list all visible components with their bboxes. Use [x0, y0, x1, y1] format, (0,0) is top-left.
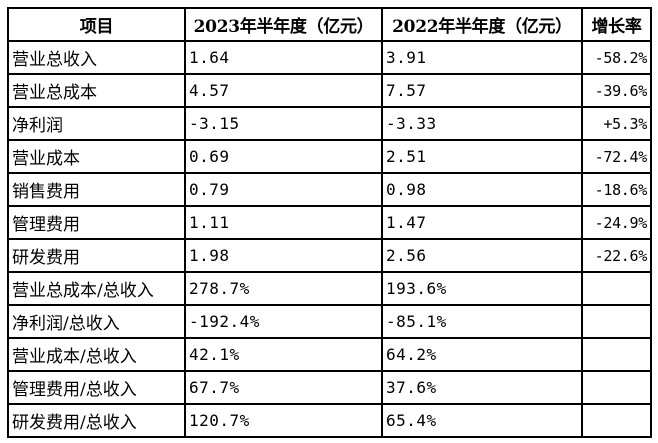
cell-item: 营业成本/总收入: [7, 337, 186, 372]
table-row: 营业总成本 4.57 7.57 -39.6%: [7, 73, 652, 108]
header-item: 项目: [7, 7, 186, 42]
cell-2023-h1: 120.7%: [184, 403, 383, 438]
cell-2023-h1: 4.57: [184, 73, 383, 108]
cell-2022-h1: 2.51: [381, 139, 583, 174]
header-row: 项目 2023年半年度（亿元） 2022年半年度（亿元） 增长率: [7, 7, 652, 42]
cell-2022-h1: 65.4%: [381, 403, 583, 438]
table-row: 营业总收入 1.64 3.91 -58.2%: [7, 40, 652, 75]
header-2022-h1: 2022年半年度（亿元）: [381, 7, 583, 42]
cell-2023-h1: 1.64: [184, 40, 383, 75]
table-row: 研发费用/总收入 120.7% 65.4%: [7, 403, 652, 438]
cell-2023-h1: -3.15: [184, 106, 383, 141]
cell-item: 净利润: [7, 106, 186, 141]
cell-item: 营业总收入: [7, 40, 186, 75]
cell-item: 营业总成本/总收入: [7, 271, 186, 306]
cell-2022-h1: 64.2%: [381, 337, 583, 372]
table-row: 净利润/总收入 -192.4% -85.1%: [7, 304, 652, 339]
cell-2022-h1: -85.1%: [381, 304, 583, 339]
table-row: 研发费用 1.98 2.56 -22.6%: [7, 238, 652, 273]
table-row: 管理费用 1.11 1.47 -24.9%: [7, 205, 652, 240]
table-row: 净利润 -3.15 -3.33 +5.3%: [7, 106, 652, 141]
cell-growth-rate: -58.2%: [581, 40, 652, 75]
table-row: 销售费用 0.79 0.98 -18.6%: [7, 172, 652, 207]
cell-2023-h1: 1.98: [184, 238, 383, 273]
table-row: 管理费用/总收入 67.7% 37.6%: [7, 370, 652, 405]
cell-item: 营业成本: [7, 139, 186, 174]
cell-2022-h1: 2.56: [381, 238, 583, 273]
cell-growth-rate: [581, 271, 652, 306]
cell-2022-h1: 0.98: [381, 172, 583, 207]
cell-2023-h1: 0.69: [184, 139, 383, 174]
cell-2023-h1: 42.1%: [184, 337, 383, 372]
cell-item: 营业总成本: [7, 73, 186, 108]
cell-growth-rate: [581, 304, 652, 339]
cell-2022-h1: -3.33: [381, 106, 583, 141]
cell-2023-h1: 278.7%: [184, 271, 383, 306]
header-growth-rate: 增长率: [581, 7, 652, 42]
cell-growth-rate: -72.4%: [581, 139, 652, 174]
cell-growth-rate: [581, 370, 652, 405]
cell-item: 研发费用: [7, 238, 186, 273]
table-header: 项目 2023年半年度（亿元） 2022年半年度（亿元） 增长率: [7, 7, 652, 42]
cell-2023-h1: 67.7%: [184, 370, 383, 405]
table-row: 营业成本/总收入 42.1% 64.2%: [7, 337, 652, 372]
cell-growth-rate: -24.9%: [581, 205, 652, 240]
cell-growth-rate: [581, 337, 652, 372]
cell-growth-rate: +5.3%: [581, 106, 652, 141]
cell-2023-h1: 1.11: [184, 205, 383, 240]
cell-2023-h1: 0.79: [184, 172, 383, 207]
cell-growth-rate: -22.6%: [581, 238, 652, 273]
table-row: 营业总成本/总收入 278.7% 193.6%: [7, 271, 652, 306]
cell-2022-h1: 37.6%: [381, 370, 583, 405]
table-row: 营业成本 0.69 2.51 -72.4%: [7, 139, 652, 174]
cell-2022-h1: 193.6%: [381, 271, 583, 306]
cell-item: 管理费用/总收入: [7, 370, 186, 405]
cell-growth-rate: -39.6%: [581, 73, 652, 108]
cell-2022-h1: 1.47: [381, 205, 583, 240]
cell-item: 研发费用/总收入: [7, 403, 186, 438]
cell-growth-rate: -18.6%: [581, 172, 652, 207]
cell-2022-h1: 7.57: [381, 73, 583, 108]
cell-2023-h1: -192.4%: [184, 304, 383, 339]
financial-comparison-table: 项目 2023年半年度（亿元） 2022年半年度（亿元） 增长率 营业总收入 1.…: [7, 7, 652, 438]
table-body: 营业总收入 1.64 3.91 -58.2% 营业总成本 4.57 7.57 -39.6% 净利…: [7, 40, 652, 438]
cell-item: 销售费用: [7, 172, 186, 207]
header-2023-h1: 2023年半年度（亿元）: [184, 7, 383, 42]
cell-item: 管理费用: [7, 205, 186, 240]
cell-item: 净利润/总收入: [7, 304, 186, 339]
cell-2022-h1: 3.91: [381, 40, 583, 75]
cell-growth-rate: [581, 403, 652, 438]
